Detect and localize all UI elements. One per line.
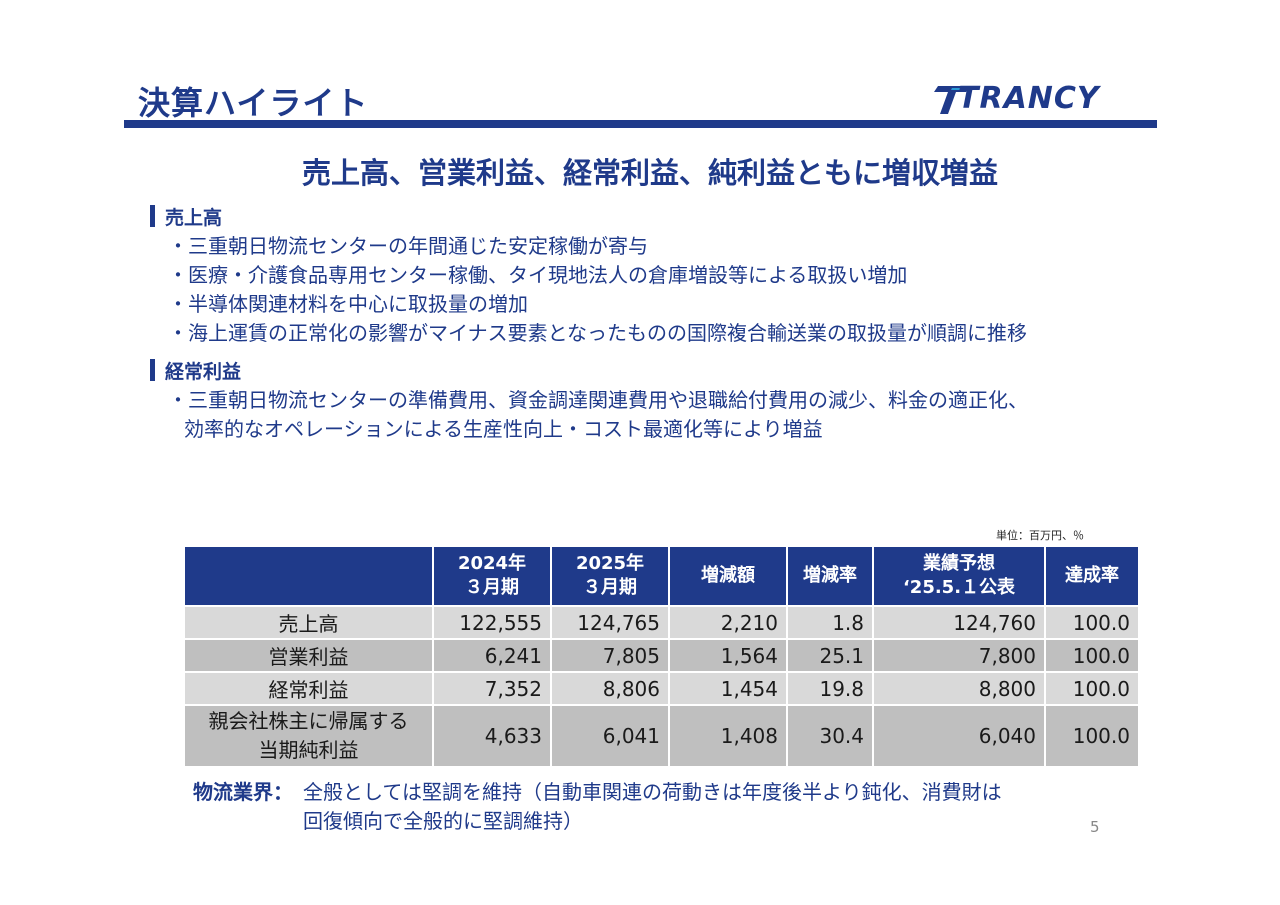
section-ordinary-profit-header: 経常利益	[150, 358, 1028, 383]
list-item: ・医療・介護食品専用センター稼働、タイ現地法人の倉庫増設等による取扱い増加	[168, 263, 908, 287]
table-cell: 100.0	[1044, 605, 1140, 640]
section-sales-heading: 売上高	[165, 206, 223, 229]
trancy-logo: TRANCY	[930, 81, 1110, 118]
table-header-row: 2024年 ３月期 2025年 ３月期 増減額 増減率 業績予想 ‘25.5.１…	[183, 545, 1140, 607]
table-cell: 7,805	[550, 638, 670, 673]
list-item: ・半導体関連材料を中心に取扱量の増加	[168, 292, 528, 316]
table-cell: 1,408	[668, 704, 788, 768]
header-cell-change-rate: 増減率	[786, 545, 874, 607]
table-row: 経常利益 7,352 8,806 1,454 19.8 8,800 100.0	[183, 671, 1140, 706]
header-line: ３月期	[465, 577, 519, 598]
footnote-text: 全般としては堅調を維持（自動車関連の荷動きは年度後半より鈍化、消費財は 回復傾向…	[303, 778, 1002, 836]
table-cell: 124,760	[872, 605, 1046, 640]
footnote-label: 物流業界：	[193, 780, 293, 804]
section-bar	[150, 359, 155, 381]
results-table: 2024年 ３月期 2025年 ３月期 増減額 増減率 業績予想 ‘25.5.１…	[183, 545, 1140, 768]
table-cell: 100.0	[1044, 638, 1140, 673]
header-line: 2024年	[457, 553, 527, 574]
section-sales: 売上高 ・三重朝日物流センターの年間通じた安定稼働が寄与 ・医療・介護食品専用セ…	[150, 204, 1027, 348]
row-label: 経常利益	[183, 671, 434, 706]
footnote-line: 全般としては堅調を維持（自動車関連の荷動きは年度後半より鈍化、消費財は	[303, 780, 1002, 804]
title-rule	[124, 120, 1157, 128]
table-cell: 2,210	[668, 605, 788, 640]
table-cell: 6,041	[550, 704, 670, 768]
table-cell: 8,806	[550, 671, 670, 706]
header-line: 2025年	[575, 553, 645, 574]
unit-label: 単位：百万円、％	[996, 529, 1084, 542]
table-row: 親会社株主に帰属する 当期純利益 4,633 6,041 1,408 30.4 …	[183, 704, 1140, 768]
section-sales-bullets: ・三重朝日物流センターの年間通じた安定稼働が寄与 ・医療・介護食品専用センター稼…	[150, 232, 1027, 348]
footnote-line: 回復傾向で全般的に堅調維持）	[303, 809, 583, 833]
header-line: 増減額	[701, 565, 755, 586]
table-cell: 19.8	[786, 671, 874, 706]
page-number: 5	[1090, 818, 1100, 836]
header-cell-fy2024: 2024年 ３月期	[432, 545, 552, 607]
table-cell: 30.4	[786, 704, 874, 768]
list-item-text: ・三重朝日物流センターの準備費用、資金調達関連費用や退職給付費用の減少、料金の適…	[168, 388, 1028, 412]
row-label-line: 当期純利益	[258, 738, 359, 762]
trancy-logo-text: TRANCY	[958, 81, 1100, 116]
section-ordinary-profit-heading: 経常利益	[165, 360, 242, 383]
table-cell: 7,352	[432, 671, 552, 706]
header-cell-forecast: 業績予想 ‘25.5.１公表	[872, 545, 1046, 607]
table-cell: 100.0	[1044, 704, 1140, 768]
table-cell: 6,241	[432, 638, 552, 673]
table-cell: 1.8	[786, 605, 874, 640]
table-cell: 100.0	[1044, 671, 1140, 706]
industry-footnote: 物流業界： 全般としては堅調を維持（自動車関連の荷動きは年度後半より鈍化、消費財…	[193, 778, 1002, 836]
header-line: 達成率	[1065, 565, 1119, 586]
table-row: 営業利益 6,241 7,805 1,564 25.1 7,800 100.0	[183, 638, 1140, 673]
header-cell-change-amount: 増減額	[668, 545, 788, 607]
list-item: ・海上運賃の正常化の影響がマイナス要素となったものの国際複合輸送業の取扱量が順調…	[168, 321, 1027, 345]
header-line: 業績予想	[923, 553, 995, 574]
trancy-logo-mark	[934, 86, 970, 114]
header-line: 増減率	[803, 565, 857, 586]
row-label: 売上高	[183, 605, 434, 640]
header-line: ‘25.5.１公表	[902, 577, 1016, 598]
table-cell: 25.1	[786, 638, 874, 673]
row-label: 営業利益	[183, 638, 434, 673]
section-bar	[150, 205, 155, 227]
header-cell-label	[183, 545, 434, 607]
table-cell: 4,633	[432, 704, 552, 768]
header-cell-achievement-rate: 達成率	[1044, 545, 1140, 607]
page-title: 決算ハイライト	[138, 84, 369, 122]
table-row: 売上高 122,555 124,765 2,210 1.8 124,760 10…	[183, 605, 1140, 640]
section-ordinary-profit-bullets: ・三重朝日物流センターの準備費用、資金調達関連費用や退職給付費用の減少、料金の適…	[150, 386, 1028, 444]
table-cell: 6,040	[872, 704, 1046, 768]
header-line: ３月期	[583, 577, 637, 598]
table-cell: 124,765	[550, 605, 670, 640]
row-label-line: 親会社株主に帰属する	[208, 709, 409, 733]
row-label: 親会社株主に帰属する 当期純利益	[183, 704, 434, 768]
section-sales-header: 売上高	[150, 204, 1027, 229]
headline: 売上高、営業利益、経常利益、純利益ともに増収増益	[301, 156, 998, 190]
header-cell-fy2025: 2025年 ３月期	[550, 545, 670, 607]
table-cell: 122,555	[432, 605, 552, 640]
list-item: ・三重朝日物流センターの年間通じた安定稼働が寄与	[168, 234, 648, 258]
section-ordinary-profit: 経常利益 ・三重朝日物流センターの準備費用、資金調達関連費用や退職給付費用の減少…	[150, 358, 1028, 444]
table-cell: 1,564	[668, 638, 788, 673]
list-item-continuation: 効率的なオペレーションによる生産性向上・コスト最適化等により増益	[184, 417, 823, 441]
table-cell: 1,454	[668, 671, 788, 706]
table-cell: 7,800	[872, 638, 1046, 673]
table-cell: 8,800	[872, 671, 1046, 706]
list-item: ・三重朝日物流センターの準備費用、資金調達関連費用や退職給付費用の減少、料金の適…	[168, 386, 1028, 444]
